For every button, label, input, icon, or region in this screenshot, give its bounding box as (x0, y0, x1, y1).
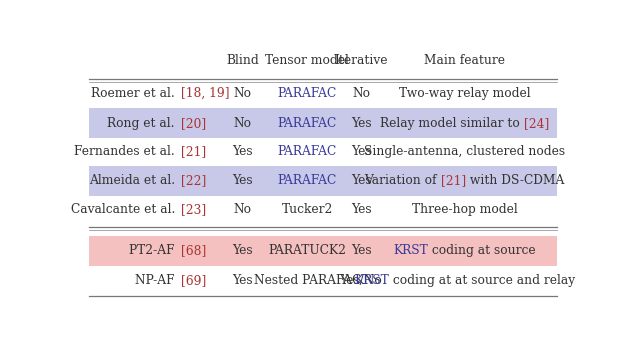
Text: with DS-CDMA: with DS-CDMA (466, 174, 564, 187)
Text: Yes: Yes (232, 145, 253, 158)
Text: Yes: Yes (351, 244, 371, 257)
Text: Yes: Yes (351, 117, 371, 130)
Text: Yes: Yes (232, 174, 253, 187)
Text: No: No (233, 87, 251, 100)
Text: Main feature: Main feature (424, 54, 505, 67)
Text: PARAFAC: PARAFAC (278, 174, 337, 187)
Text: coding at source: coding at source (428, 244, 536, 257)
Text: Tensor model: Tensor model (265, 54, 349, 67)
Text: Three-hop model: Three-hop model (411, 203, 517, 216)
Text: [23]: [23] (181, 203, 206, 216)
Text: No: No (352, 87, 370, 100)
Text: [21]: [21] (441, 174, 466, 187)
Text: Nested PARAFAC: Nested PARAFAC (253, 274, 361, 287)
Text: KRST: KRST (393, 244, 428, 257)
Bar (88, 108, 558, 138)
Text: Two-way relay model: Two-way relay model (399, 87, 530, 100)
Text: [24]: [24] (524, 117, 549, 130)
Text: Fernandes et al.: Fernandes et al. (74, 145, 179, 158)
Text: Variation of: Variation of (365, 174, 441, 187)
Text: Single-antenna, clustered nodes: Single-antenna, clustered nodes (364, 145, 565, 158)
Text: [68]: [68] (181, 244, 206, 257)
Text: KRST: KRST (354, 274, 389, 287)
Text: Iterative: Iterative (334, 54, 387, 67)
Text: Almeida et al.: Almeida et al. (89, 174, 179, 187)
Text: PARAFAC: PARAFAC (278, 117, 337, 130)
Text: [69]: [69] (181, 274, 206, 287)
Text: PARAFAC: PARAFAC (278, 145, 337, 158)
Text: No: No (233, 117, 251, 130)
Bar (88, 236, 558, 265)
Text: PARATUCK2: PARATUCK2 (268, 244, 346, 257)
Text: PARAFAC: PARAFAC (278, 87, 337, 100)
Text: Rong et al.: Rong et al. (108, 117, 179, 130)
Text: PT2-AF: PT2-AF (130, 244, 179, 257)
Text: [22]: [22] (181, 174, 206, 187)
Text: Yes: Yes (232, 244, 253, 257)
Text: Yes: Yes (351, 174, 371, 187)
Text: Cavalcante et al.: Cavalcante et al. (71, 203, 179, 216)
Text: Blind: Blind (226, 54, 259, 67)
Text: No: No (233, 203, 251, 216)
Text: Yes: Yes (232, 274, 253, 287)
Text: [18, 19]: [18, 19] (181, 87, 229, 100)
Text: Yes: Yes (351, 145, 371, 158)
Text: NP-AF: NP-AF (135, 274, 179, 287)
Text: Tucker2: Tucker2 (282, 203, 333, 216)
Text: Yes/No: Yes/No (340, 274, 382, 287)
Text: [20]: [20] (181, 117, 206, 130)
Text: coding at at source and relay: coding at at source and relay (389, 274, 575, 287)
Text: Roemer et al.: Roemer et al. (91, 87, 179, 100)
Text: Yes: Yes (351, 203, 371, 216)
Text: Relay model similar to: Relay model similar to (380, 117, 524, 130)
Bar (88, 166, 558, 196)
Text: [21]: [21] (181, 145, 206, 158)
